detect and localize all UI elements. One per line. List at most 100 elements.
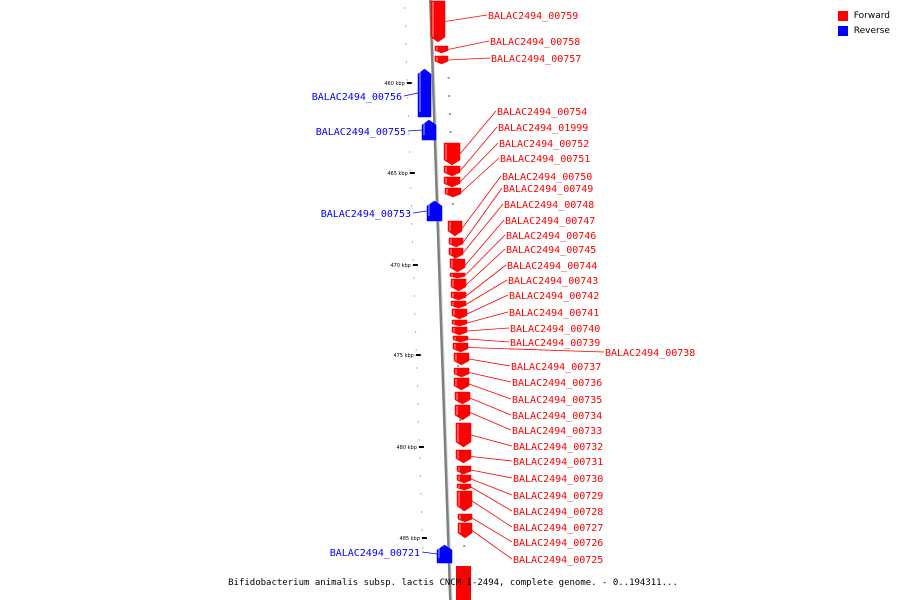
gene-label: BALAC2494_00744: [507, 261, 597, 272]
gene-label: BALAC2494_00734: [512, 411, 602, 422]
kbp-tick-label: 460 kbp: [384, 81, 404, 87]
label-leader: [464, 219, 505, 266]
gene-label: BALAC2494_00754: [497, 107, 587, 118]
gene-label: BALAC2494_00728: [513, 507, 603, 518]
label-leader: [465, 279, 508, 305]
kbp-tick-label: 470 kbp: [390, 263, 410, 269]
gene-label: BALAC2494_00747: [505, 216, 595, 227]
label-leader: [469, 397, 512, 416]
gene-label: BALAC2494_00736: [512, 378, 602, 389]
label-leader: [470, 456, 513, 462]
gene-label: BALAC2494_00748: [504, 200, 594, 211]
gene-arrow: [450, 291, 467, 301]
gene-arrow: [436, 544, 453, 564]
gene-label: BALAC2494_00755: [316, 127, 406, 138]
gene-label: BALAC2494_00731: [513, 457, 603, 468]
legend-label: Forward: [853, 10, 890, 21]
label-leader: [421, 551, 438, 555]
label-leader: [469, 412, 512, 431]
kbp-tick-label: 465 kbp: [387, 171, 407, 177]
gene-label: BALAC2494_00752: [499, 139, 589, 150]
gene-label: BALAC2494_00759: [488, 11, 578, 22]
gene-arrow: [434, 55, 449, 65]
gene-arrow: [456, 474, 472, 484]
gene-arrow: [452, 335, 469, 343]
label-leader: [462, 187, 503, 243]
gene-arrow: [453, 377, 470, 391]
label-leader: [464, 234, 506, 276]
label-leader: [465, 264, 507, 297]
gene-arrow: [449, 272, 466, 279]
gene-arrow: [417, 68, 432, 118]
gene-arrow: [456, 490, 473, 512]
gene-arrow-partial: [456, 566, 471, 600]
gene-arrow: [453, 367, 470, 378]
gene-arrow: [443, 165, 461, 177]
label-leader: [471, 517, 513, 543]
gene-label: BALAC2494_00738: [605, 348, 695, 359]
gene-arrow: [443, 142, 461, 166]
label-leader: [466, 294, 509, 315]
label-leader: [470, 434, 513, 447]
label-leader: [467, 338, 510, 343]
gene-label: BALAC2494_00749: [503, 184, 593, 195]
gene-label: BALAC2494_00732: [513, 442, 603, 453]
gene-label: BALAC2494_00751: [500, 154, 590, 165]
gene-label: BALAC2494_00750: [502, 172, 592, 183]
label-leader: [462, 203, 504, 254]
label-leader: [471, 530, 513, 560]
gene-arrow: [430, 0, 446, 43]
gene-arrow: [448, 247, 464, 259]
gene-arrow: [450, 300, 467, 309]
gene-label: BALAC2494_00742: [509, 291, 599, 302]
label-leader: [447, 57, 491, 61]
legend-item-reverse: Reverse: [837, 23, 890, 38]
label-leader: [412, 210, 428, 214]
gene-label: BALAC2494_01999: [498, 123, 588, 134]
gene-label: BALAC2494_00725: [513, 555, 603, 566]
label-leader: [407, 129, 423, 132]
label-leader: [447, 40, 490, 50]
gene-arrow: [449, 258, 466, 273]
label-leader: [468, 383, 512, 400]
gene-label: BALAC2494_00727: [513, 523, 603, 534]
kbp-tick-label: 485 kbp: [400, 536, 420, 542]
gene-label: BALAC2494_00729: [513, 491, 603, 502]
gene-label: BALAC2494_00741: [509, 308, 599, 319]
label-leader: [459, 142, 499, 183]
genome-caption: Bifidobacterium animalis subsp. lactis C…: [228, 578, 678, 588]
gene-arrow: [456, 465, 472, 475]
gene-arrow: [454, 391, 471, 405]
gene-label: BALAC2494_00757: [491, 54, 581, 65]
gene-label: BALAC2494_00743: [508, 276, 598, 287]
kbp-tick-label: 475 kbp: [393, 353, 413, 359]
label-leader: [468, 358, 511, 367]
label-leader: [466, 327, 510, 332]
gene-arrow: [444, 187, 462, 198]
label-leader: [470, 469, 513, 479]
gene-arrow: [453, 352, 470, 366]
gene-arrow: [454, 404, 471, 421]
gene-label: BALAC2494_00737: [511, 362, 601, 373]
gene-label: BALAC2494_00735: [512, 395, 602, 406]
gene-label: BALAC2494_00726: [513, 538, 603, 549]
gene-label: BALAC2494_00739: [510, 338, 600, 349]
gene-arrow: [443, 176, 461, 188]
sequence-backbone-highlight: [431, 0, 453, 600]
gene-label: BALAC2494_00730: [513, 474, 603, 485]
gene-arrow: [452, 342, 469, 353]
label-leader: [467, 347, 605, 353]
gene-label: BALAC2494_00756: [312, 92, 402, 103]
gene-arrow: [455, 449, 472, 464]
label-leader: [470, 486, 513, 512]
gene-arrow: [457, 513, 473, 523]
label-leader: [459, 110, 497, 155]
legend-item-forward: Forward: [837, 8, 890, 23]
gene-arrow: [434, 45, 449, 54]
label-leader: [471, 500, 513, 528]
gene-arrow: [447, 220, 463, 237]
kbp-tick-label: 480 kbp: [397, 445, 417, 451]
label-leader: [465, 248, 506, 286]
gene-arrow: [451, 319, 468, 327]
